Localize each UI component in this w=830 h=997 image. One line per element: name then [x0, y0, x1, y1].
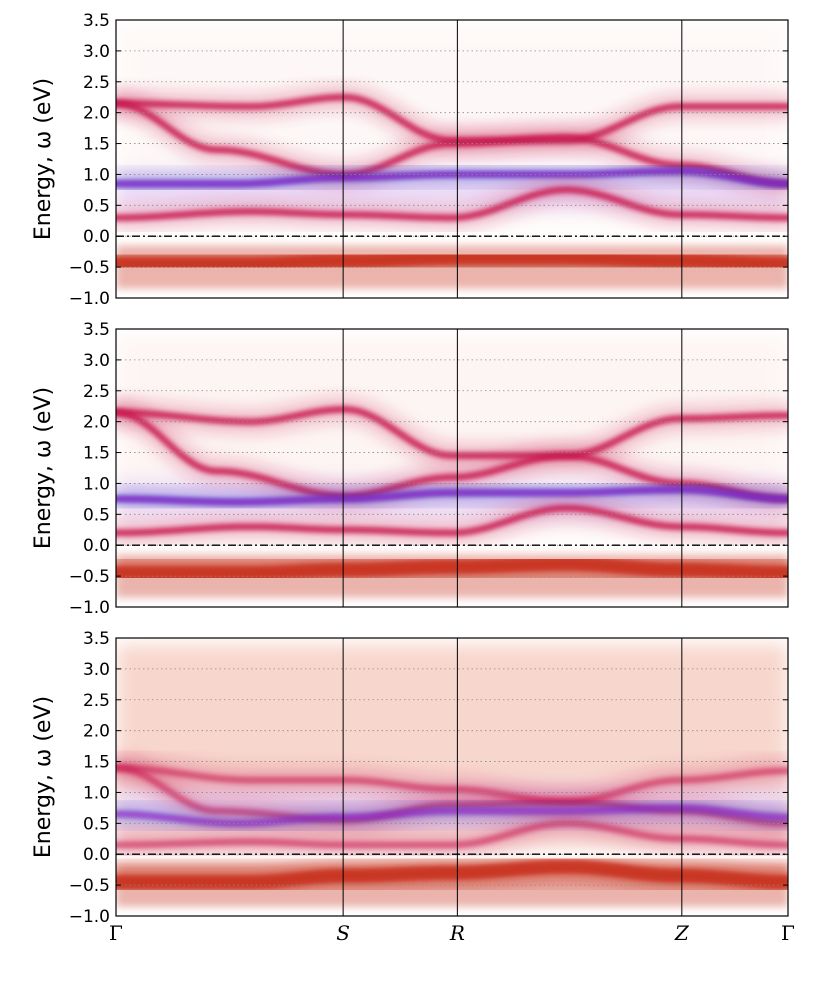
axes-frame	[115, 19, 789, 299]
band-4	[116, 186, 788, 222]
band-4	[116, 504, 788, 537]
y-tick-label: −0.5	[69, 567, 110, 587]
x-tick-label: Γ	[781, 921, 795, 945]
y-tick-label: −0.5	[69, 876, 110, 896]
y-tick-label: 3.0	[83, 660, 110, 680]
panel-3: 3.5 3.0 2.5 2.0 1.5 1.0 0.5 0.0 −0.5 −1.0 Energy, …	[31, 629, 789, 927]
y-tick-label: 2.0	[83, 413, 110, 433]
y-tick-label: 1.5	[83, 135, 110, 155]
y-tick-label: −1.0	[69, 598, 110, 618]
y-tick-label: −1.0	[69, 907, 110, 927]
x-tick-label: Γ	[109, 921, 123, 945]
panel-2: 3.5 3.0 2.5 2.0 1.5 1.0 0.5 0.0 −0.5 −1.0 Energy, …	[31, 320, 789, 618]
x-tick-label: Z	[674, 921, 690, 945]
band-highlight	[116, 805, 788, 826]
band-5	[116, 859, 788, 889]
y-tick-label: 0.0	[83, 845, 110, 865]
y-tick-label: 1.0	[83, 783, 110, 803]
y-tick-label: 3.0	[83, 42, 110, 62]
spectral-heatmap	[116, 329, 788, 607]
y-tick-label: 1.5	[83, 444, 110, 464]
x-tick-label: R	[449, 921, 465, 945]
y-tick-label: 0.5	[83, 505, 110, 525]
band-1	[116, 405, 788, 460]
band-highlight	[116, 169, 788, 186]
spectral-heatmap	[116, 20, 788, 298]
x-tick-label: S	[336, 921, 350, 945]
y-tick-label: 3.5	[83, 629, 110, 649]
y-tick-label: 2.5	[83, 691, 110, 711]
panels: 3.5 3.0 2.5 2.0 1.5 1.0 0.5 0.0 −0.5 −1.0 Energy, …	[31, 11, 789, 927]
y-tick-label: 2.5	[83, 73, 110, 93]
axes-frame	[115, 637, 789, 917]
y-tick-label: 2.5	[83, 382, 110, 402]
y-tick-label: 1.0	[83, 165, 110, 185]
band-1	[116, 764, 788, 806]
panel-1: 3.5 3.0 2.5 2.0 1.5 1.0 0.5 0.0 −0.5 −1.0 Energy, …	[31, 11, 789, 309]
y-tick-label: 3.5	[83, 320, 110, 340]
y-tick-label: 3.5	[83, 11, 110, 31]
y-axis-label: Energy, ω (eV)	[31, 696, 56, 858]
band-highlight	[116, 487, 788, 504]
y-tick-label: 1.5	[83, 753, 110, 773]
y-axis-label: Energy, ω (eV)	[31, 387, 56, 549]
y-tick-label: 0.5	[83, 814, 110, 834]
band-4	[116, 819, 788, 849]
band-5	[116, 250, 788, 271]
y-tick-label: 0.0	[83, 536, 110, 556]
y-tick-label: 0.5	[83, 196, 110, 216]
band-5	[116, 556, 788, 580]
y-tick-label: 2.0	[83, 722, 110, 742]
y-axis-label: Energy, ω (eV)	[31, 78, 56, 240]
y-tick-label: 2.0	[83, 104, 110, 124]
y-tick-label: −1.0	[69, 289, 110, 309]
y-tick-label: 3.0	[83, 351, 110, 371]
axes-frame	[115, 328, 789, 608]
spectral-heatmap	[116, 638, 788, 916]
y-tick-label: −0.5	[69, 258, 110, 278]
y-tick-label: 0.0	[83, 227, 110, 247]
y-tick-label: 1.0	[83, 474, 110, 494]
